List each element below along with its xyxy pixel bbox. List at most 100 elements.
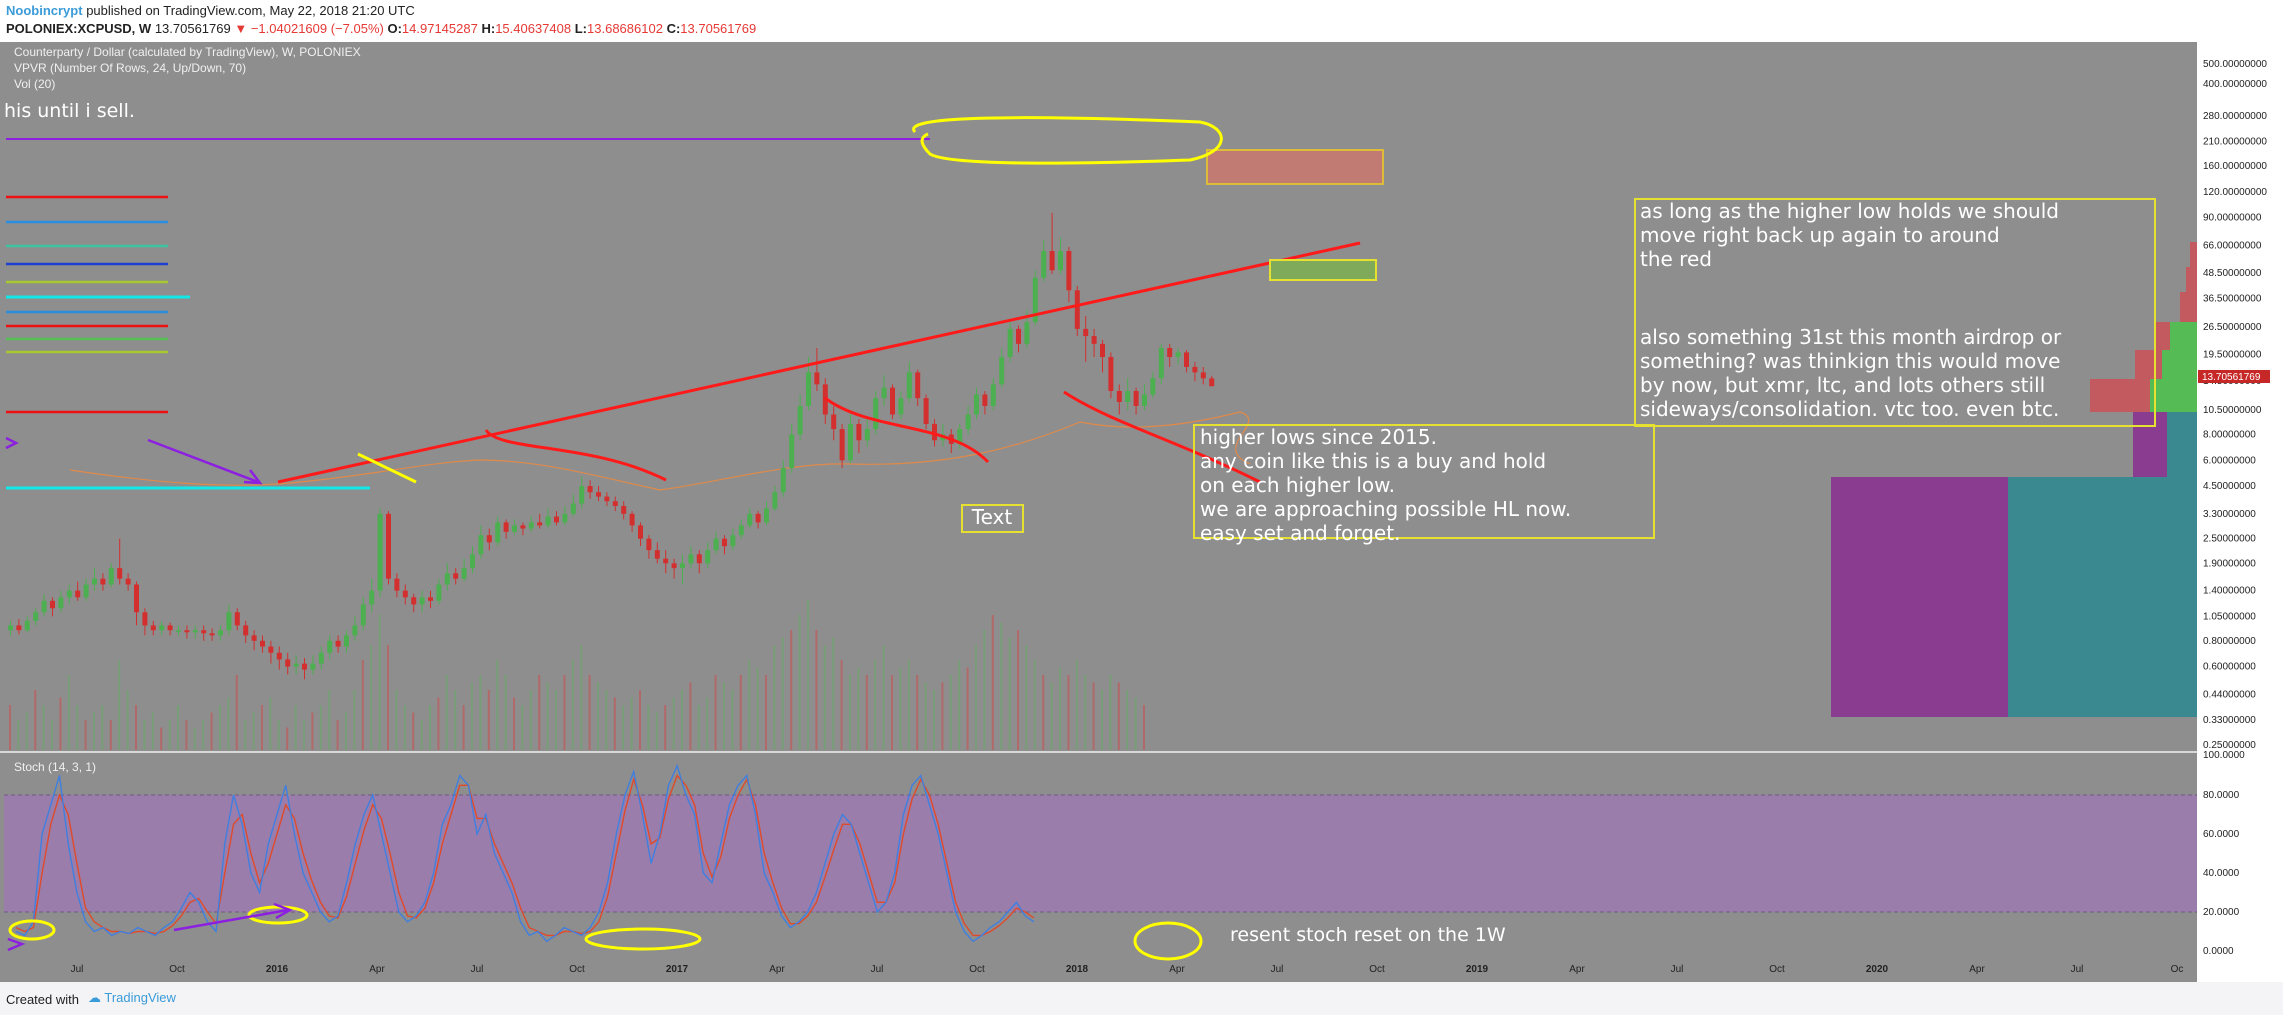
volume-bar — [487, 690, 490, 750]
candle-body — [436, 584, 442, 601]
volume-bar — [765, 675, 767, 750]
candle-body — [621, 506, 627, 514]
trend-line[interactable] — [277, 241, 1361, 484]
time-axis-label: Oc — [2171, 964, 2184, 975]
time-axis-label: 2016 — [266, 964, 289, 975]
volume-bar — [773, 645, 776, 750]
higher-low-holds-text: as long as the higher low holds we shoul… — [1640, 199, 2062, 421]
volume-bar — [630, 697, 633, 750]
candle-body — [360, 604, 366, 626]
candle-body — [1108, 356, 1114, 391]
candle-body — [411, 597, 417, 605]
candle-body — [1058, 251, 1063, 271]
candle-body — [612, 501, 618, 507]
price-axis-label: 4.50000000 — [2203, 481, 2256, 492]
volume-bar — [471, 682, 473, 750]
volume-bar — [882, 645, 885, 750]
volume-bar — [311, 712, 314, 750]
higher-lows-text: higher lows since 2015. any coin like th… — [1200, 425, 1571, 545]
published-text: published on TradingView.com, May 22, 20… — [86, 3, 415, 18]
candle-body — [1158, 348, 1164, 379]
time-axis-label: 2019 — [1466, 964, 1489, 975]
volume-bar — [1084, 675, 1087, 750]
price-axis-label: 1.40000000 — [2203, 586, 2256, 597]
time-axis-labels: Jul Oct 2016 Apr Jul Oct 2017 Apr Jul Oct 2018 Apr J… — [71, 964, 2184, 975]
time-axis-label: 2017 — [666, 964, 689, 975]
purple-arrows — [5, 436, 293, 952]
candle-body — [125, 578, 131, 585]
candle-body — [16, 625, 22, 631]
candle-body — [1074, 290, 1080, 329]
volume-bar — [849, 675, 851, 750]
candle-body — [1116, 390, 1122, 402]
price-axis-label: 500.00000000 — [2203, 59, 2267, 70]
price-pane[interactable] — [0, 42, 2197, 751]
candle-body — [873, 398, 879, 430]
volume-bar — [941, 682, 944, 750]
volume-bar — [1109, 675, 1112, 750]
volume-bar — [378, 615, 381, 750]
volume-bar — [639, 690, 641, 750]
candle-body — [335, 640, 341, 647]
stoch-axis-label: 100.0000 — [2203, 750, 2245, 761]
candle-body — [982, 394, 988, 406]
higher-low-holds-note[interactable] — [1634, 198, 2156, 427]
green-support-box[interactable] — [1269, 259, 1377, 281]
volume-bar — [219, 705, 221, 750]
candle-body — [318, 652, 324, 664]
candle-body — [1049, 251, 1055, 271]
higher-lows-note[interactable] — [1193, 424, 1655, 539]
candle-body — [554, 516, 559, 523]
volume-bar — [1101, 690, 1103, 750]
candle-body — [990, 384, 996, 406]
price-axis-label: 3.30000000 — [2203, 509, 2256, 520]
price-axis-label: 1.05000000 — [2203, 611, 2256, 622]
time-axis-label: Oct — [169, 964, 185, 975]
candle-body — [957, 429, 963, 444]
volume-bar — [924, 682, 927, 750]
note-line: also something 31st this month airdrop o… — [1640, 325, 2062, 349]
candle-body — [1200, 372, 1206, 379]
candle-body — [369, 590, 375, 605]
candle-body — [1142, 394, 1147, 406]
candle-body — [881, 387, 887, 399]
volume-bar — [933, 690, 935, 750]
candle-body — [108, 568, 114, 585]
volume-bar — [1025, 645, 1028, 750]
volume-bar — [1117, 682, 1120, 750]
volume-bar — [135, 705, 137, 750]
volume-bar — [815, 630, 818, 750]
time-axis-label: Oct — [1369, 964, 1385, 975]
price-axis-label: 10.50000000 — [2203, 405, 2262, 416]
red-target-box[interactable] — [1206, 149, 1384, 185]
price-axis[interactable] — [2197, 42, 2283, 982]
text-box[interactable] — [961, 504, 1024, 533]
volume-bar — [1000, 622, 1003, 750]
tradingview-logo[interactable]: ☁ TradingView — [88, 990, 176, 1006]
candle-body — [327, 640, 333, 653]
volume-bar — [1050, 682, 1053, 750]
volume-bar — [807, 600, 809, 750]
candle-body — [570, 503, 576, 514]
volume-bar — [160, 727, 163, 750]
volume-bar — [34, 690, 37, 750]
candle-body — [528, 522, 534, 529]
volume-bar — [286, 727, 289, 750]
candle-body — [730, 535, 736, 547]
candle-body — [604, 496, 610, 502]
price-axis-label: 36.50000000 — [2203, 294, 2262, 305]
stoch-axis-labels: 100.0000 80.0000 60.0000 40.0000 20.0000… — [2203, 750, 2245, 957]
candle-body — [8, 625, 13, 631]
volume-bar — [294, 705, 297, 750]
candle-body — [377, 513, 383, 591]
candle-body — [537, 522, 543, 526]
volume-bar — [168, 720, 171, 750]
volume-bar — [1059, 667, 1061, 750]
author-name[interactable]: Noobincrypt — [6, 3, 83, 18]
volume-bar — [93, 712, 95, 750]
volume-bar — [966, 667, 969, 750]
chart-area[interactable]: Counterparty / Dollar (calculated by Tra… — [0, 42, 2283, 982]
volume-bar — [42, 705, 45, 750]
candle-body — [629, 513, 635, 526]
time-axis-label: Apr — [369, 964, 385, 975]
